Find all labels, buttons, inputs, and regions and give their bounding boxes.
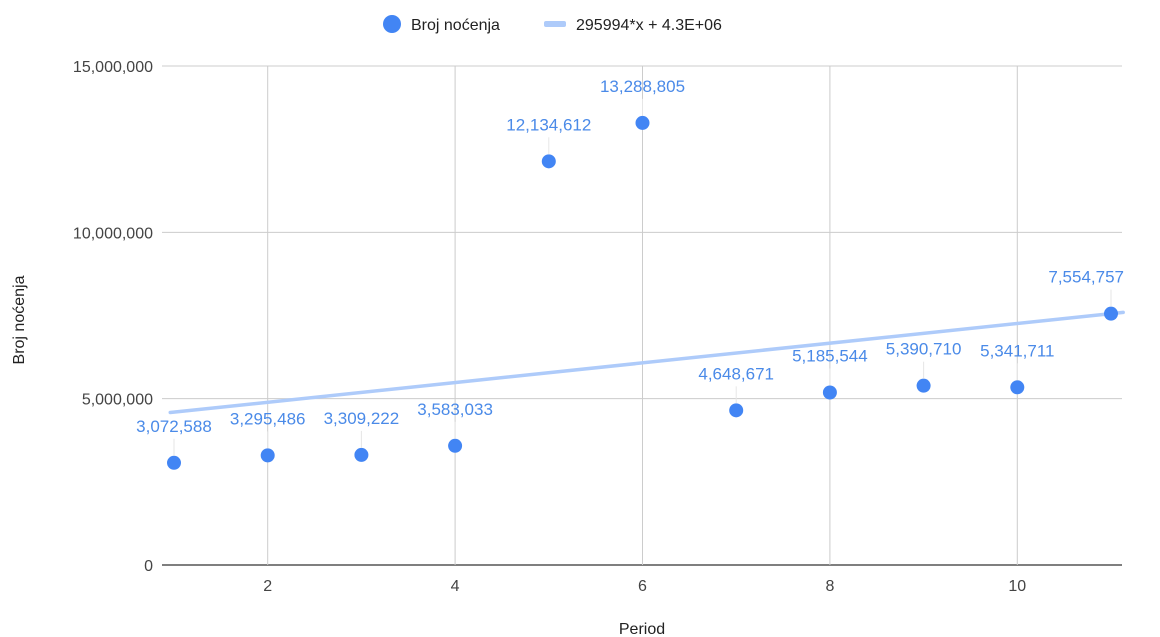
y-tick-label: 5,000,000 (82, 392, 153, 409)
data-point (1104, 306, 1118, 321)
x-axis-ticks: 2 4 6 8 10 (263, 578, 1026, 595)
data-point (729, 403, 744, 418)
x-tick-label: 4 (451, 578, 460, 595)
data-point (541, 154, 556, 169)
data-point (916, 378, 931, 393)
legend-label-trendline: 295994*x + 4.3E+06 (576, 17, 722, 34)
x-tick-label: 10 (1008, 578, 1026, 595)
y-tick-label: 0 (144, 558, 153, 575)
data-point (260, 448, 275, 463)
data-label: 12,134,612 (506, 115, 591, 134)
grid-lines (162, 65, 1122, 566)
data-point (822, 385, 837, 400)
data-point (354, 447, 369, 462)
data-label: 3,309,222 (324, 409, 400, 428)
y-tick-label: 10,000,000 (73, 225, 153, 242)
data-label: 5,341,711 (980, 341, 1054, 360)
data-label: 5,390,710 (886, 340, 962, 359)
x-tick-label: 2 (263, 578, 272, 595)
data-label: 3,072,588 (136, 417, 212, 436)
data-label: 13,288,805 (600, 77, 685, 96)
legend-marker-trendline (544, 21, 566, 27)
data-point (448, 438, 463, 453)
trendline-layer (168, 310, 1125, 415)
x-tick-label: 8 (825, 578, 834, 595)
y-tick-label: 15,000,000 (73, 59, 153, 76)
legend-label-series: Broj noćenja (411, 17, 500, 34)
data-label: 7,554,757 (1048, 268, 1124, 287)
legend-marker-series (383, 15, 401, 33)
trendline (168, 310, 1125, 415)
data-label: 4,648,671 (698, 364, 774, 383)
data-points (167, 115, 1118, 470)
x-tick-label: 6 (638, 578, 647, 595)
legend[interactable]: Broj noćenja 295994*x + 4.3E+06 (383, 15, 722, 34)
x-axis-title: Period (619, 621, 665, 637)
data-labels: 3,072,588 3,295,486 3,309,222 3,583,033 12,1… (136, 77, 1124, 456)
data-point (635, 115, 650, 130)
data-label: 3,295,486 (230, 409, 306, 428)
y-axis-title: Broj noćenja (11, 275, 28, 364)
y-axis-ticks: 0 5,000,000 10,000,000 15,000,000 (73, 59, 153, 575)
data-point (1010, 380, 1025, 395)
data-point (167, 455, 181, 470)
data-label: 5,185,544 (792, 346, 868, 365)
data-label: 3,583,033 (417, 400, 493, 419)
